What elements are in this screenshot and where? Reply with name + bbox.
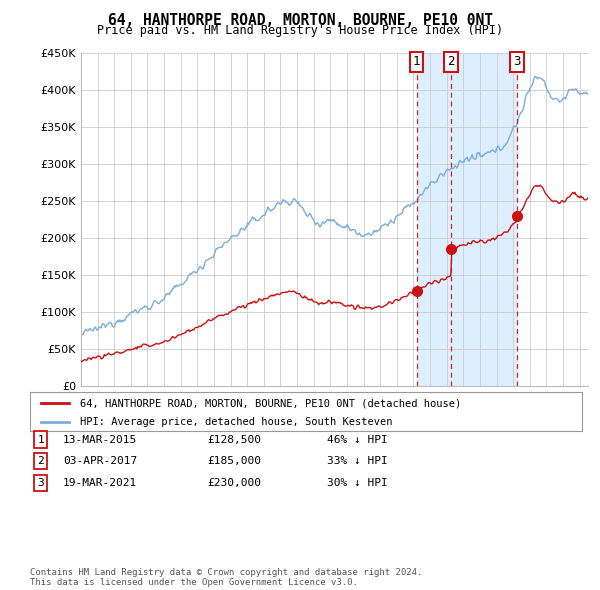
Text: Contains HM Land Registry data © Crown copyright and database right 2024.
This d: Contains HM Land Registry data © Crown c…: [30, 568, 422, 587]
Text: 64, HANTHORPE ROAD, MORTON, BOURNE, PE10 0NT: 64, HANTHORPE ROAD, MORTON, BOURNE, PE10…: [107, 13, 493, 28]
Text: 46% ↓ HPI: 46% ↓ HPI: [327, 435, 388, 444]
Text: 2: 2: [447, 55, 455, 68]
Text: 19-MAR-2021: 19-MAR-2021: [63, 478, 137, 488]
Text: £230,000: £230,000: [207, 478, 261, 488]
Text: 3: 3: [513, 55, 520, 68]
Text: 64, HANTHORPE ROAD, MORTON, BOURNE, PE10 0NT (detached house): 64, HANTHORPE ROAD, MORTON, BOURNE, PE10…: [80, 398, 461, 408]
Text: 3: 3: [37, 478, 44, 488]
Text: Price paid vs. HM Land Registry's House Price Index (HPI): Price paid vs. HM Land Registry's House …: [97, 24, 503, 37]
Text: HPI: Average price, detached house, South Kesteven: HPI: Average price, detached house, Sout…: [80, 417, 392, 427]
Text: 03-APR-2017: 03-APR-2017: [63, 457, 137, 466]
Text: 33% ↓ HPI: 33% ↓ HPI: [327, 457, 388, 466]
Text: 30% ↓ HPI: 30% ↓ HPI: [327, 478, 388, 488]
Bar: [416, 53, 517, 386]
Text: 2: 2: [37, 457, 44, 466]
Text: £128,500: £128,500: [207, 435, 261, 444]
Text: 1: 1: [37, 435, 44, 444]
Text: £185,000: £185,000: [207, 457, 261, 466]
Text: 13-MAR-2015: 13-MAR-2015: [63, 435, 137, 444]
Text: 1: 1: [413, 55, 421, 68]
